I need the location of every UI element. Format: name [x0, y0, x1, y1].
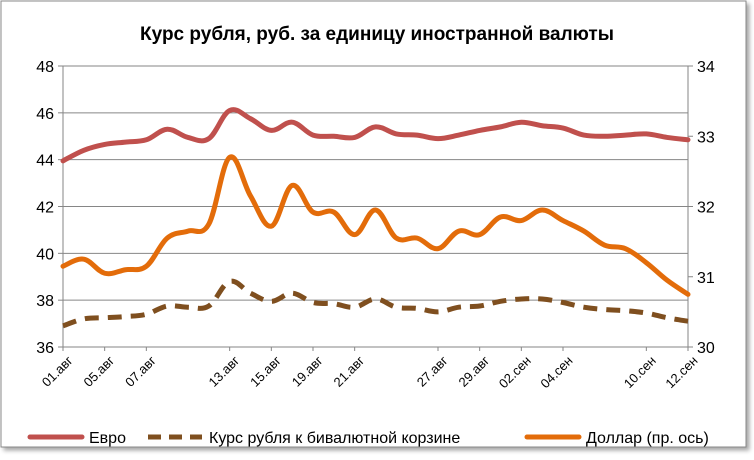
right-axis-labels: 30 31 32 33 34: [697, 59, 715, 357]
left-axis-labels: 36 38 40 42 44 46 48: [36, 59, 54, 357]
right-axis-tick-label: 32: [697, 200, 715, 217]
left-axis-tick-label: 38: [36, 293, 54, 310]
legend-label-1: Евро: [89, 430, 126, 447]
series-line-1: [60, 107, 691, 164]
left-axis-tick-label: 46: [36, 106, 54, 123]
left-axis-tick-label: 42: [36, 200, 54, 217]
left-axis-tick-label: 48: [36, 59, 54, 76]
left-axis-tick-label: 36: [36, 340, 54, 357]
right-axis-tick-label: 31: [697, 270, 715, 287]
right-axis-tick-label: 33: [697, 129, 715, 146]
chart-title: Курс рубля, руб. за единицу иностранной …: [140, 24, 614, 45]
legend-label-2: Курс рубля к бивалютной корзине: [209, 430, 460, 447]
series-line-2: [62, 278, 689, 329]
left-axis-tick-label: 44: [36, 153, 54, 170]
series-line-3: [60, 154, 691, 297]
right-axis-tick-label: 34: [697, 59, 715, 76]
axes: [58, 65, 693, 348]
chart-area: [0, 0, 747, 448]
right-axis-tick-label: 30: [697, 340, 715, 357]
left-axis-tick-label: 40: [36, 246, 54, 263]
legend-label-3: Доллар (пр. ось): [586, 430, 709, 447]
series-lines: [60, 107, 691, 329]
legend: Евро Курс рубля к бивалютной корзине Долла…: [27, 430, 709, 447]
